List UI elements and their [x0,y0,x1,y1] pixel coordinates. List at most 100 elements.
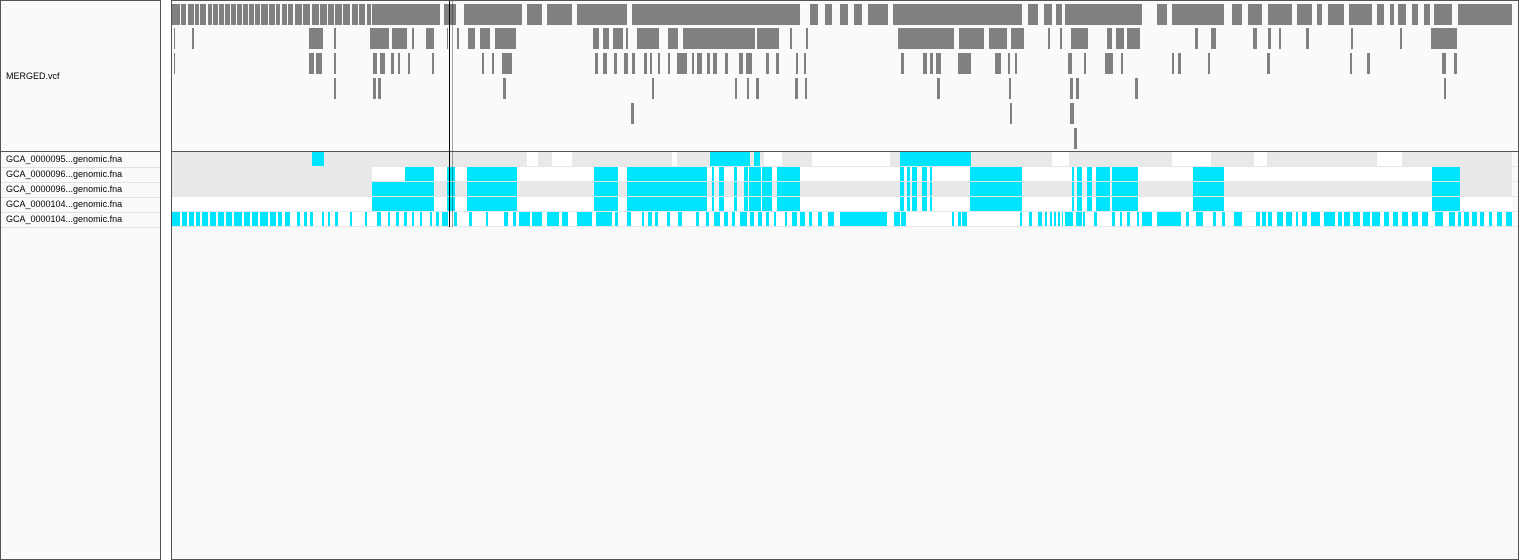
variant-bar[interactable] [766,53,769,74]
variant-bar[interactable] [426,28,434,49]
genotype-cell-alt[interactable] [335,212,338,226]
genotype-cell-alt[interactable] [1050,212,1052,226]
genotype-cell-alt[interactable] [1196,212,1203,226]
genotype-cell-alt[interactable] [1045,212,1047,226]
genotype-cell-alt[interactable] [1422,212,1428,226]
genotype-cell-alt[interactable] [828,212,834,226]
variant-bar[interactable] [282,4,287,25]
variant-bar[interactable] [804,53,806,74]
genotype-cell-alt[interactable] [1029,212,1032,226]
variant-bar[interactable] [668,28,678,49]
genotype-cell-alt[interactable] [922,182,927,196]
genotype-cell-alt[interactable] [644,197,697,211]
genotype-cell-alt[interactable] [766,212,769,226]
genotype-cell-alt[interactable] [1489,212,1492,226]
variant-bar[interactable] [312,4,319,25]
genotype-cell-alt[interactable] [1262,212,1266,226]
genotype-cell-alt[interactable] [1142,212,1152,226]
genotype-cell-alt[interactable] [596,212,612,226]
variant-bar[interactable] [937,78,940,99]
genotype-cell-alt[interactable] [1054,212,1056,226]
variant-bar[interactable] [309,53,314,74]
genotype-cell-alt[interactable] [777,167,800,181]
genotype-cell-alt[interactable] [260,212,268,226]
genotype-cell-alt[interactable] [627,212,631,226]
genotype-cell-alt[interactable] [1087,167,1092,181]
variant-bar[interactable] [958,53,971,74]
genotype-cell-alt[interactable] [1094,212,1097,226]
genotype-cell-alt[interactable] [1193,167,1224,181]
genotype-cell-alt[interactable] [678,212,682,226]
genotype-cell-alt[interactable] [285,212,290,226]
genotype-cell-alt[interactable] [1363,212,1370,226]
genotype-cell-alt[interactable] [420,212,422,226]
variant-bar[interactable] [936,53,941,74]
variant-bar[interactable] [930,53,933,74]
variant-bar[interactable] [747,78,749,99]
variant-bar[interactable] [577,4,627,25]
genotype-cell-alt[interactable] [1432,167,1460,181]
genotype-cell-alt[interactable] [719,182,724,196]
variant-bar[interactable] [527,4,542,25]
genotype-cell-alt[interactable] [1038,212,1042,226]
genotype-cell-alt[interactable] [1072,167,1074,181]
genotype-cell-alt[interactable] [1435,212,1443,226]
variant-bar[interactable] [1195,28,1198,49]
genotype-cell-alt[interactable] [1311,212,1320,226]
variant-bar[interactable] [1065,4,1142,25]
variant-bar[interactable] [1398,4,1406,25]
genotype-cell-alt[interactable] [930,197,932,211]
genotype-cell-alt[interactable] [1338,212,1342,226]
genotype-cell-alt[interactable] [350,212,352,226]
genotype-cell-alt[interactable] [1122,167,1138,181]
variant-bar[interactable] [796,53,798,74]
variant-bar[interactable] [632,4,800,25]
genotype-cell-alt[interactable] [900,167,904,181]
variant-bar[interactable] [790,28,792,49]
genotype-cell-alt[interactable] [594,167,618,181]
variant-bar[interactable] [1044,4,1052,25]
variant-bar[interactable] [1412,4,1418,25]
vcf-variant-track[interactable] [172,1,1518,151]
genotype-cell-alt[interactable] [900,197,904,211]
genotype-cell-alt[interactable] [710,152,750,166]
variant-bar[interactable] [631,103,634,124]
genotype-cell-alt[interactable] [1234,212,1242,226]
variant-bar[interactable] [1434,4,1452,25]
variant-bar[interactable] [503,78,506,99]
genotype-cell-alt[interactable] [532,212,542,226]
variant-bar[interactable] [328,4,334,25]
genotype-cell-alt[interactable] [900,182,904,196]
genotype-cell-alt[interactable] [785,212,787,226]
variant-bar[interactable] [1367,53,1370,74]
variant-bar[interactable] [1015,53,1017,74]
genotype-cell-alt[interactable] [648,212,652,226]
variant-bar[interactable] [1011,28,1024,49]
variant-bar[interactable] [725,53,728,74]
variant-bar[interactable] [1211,28,1216,49]
variant-bar[interactable] [1010,103,1012,124]
variant-bar[interactable] [810,4,818,25]
variant-bar[interactable] [334,53,336,74]
genotype-cell-alt[interactable] [252,212,258,226]
variant-bar[interactable] [757,28,779,49]
genotype-cell-alt[interactable] [594,182,618,196]
variant-bar[interactable] [464,4,522,25]
variant-bar[interactable] [1424,4,1430,25]
genotype-cell-alt[interactable] [1058,212,1060,226]
variant-bar[interactable] [447,28,448,49]
genotype-cell-alt[interactable] [1087,182,1092,196]
variant-bar[interactable] [1442,53,1446,74]
variant-bar[interactable] [1400,28,1402,49]
genotype-cell-alt[interactable] [712,197,714,211]
genotype-cell-alt[interactable] [777,182,800,196]
variant-bar[interactable] [1157,4,1167,25]
genotype-cell-alt[interactable] [454,212,457,226]
variant-bar[interactable] [776,53,779,74]
genotype-cell-alt[interactable] [1112,212,1115,226]
variant-bar[interactable] [276,4,280,25]
genotype-cell-alt[interactable] [477,197,517,211]
genotype-cell-alt[interactable] [754,152,760,166]
genotype-cell-alt[interactable] [627,167,644,181]
genotype-cell-alt[interactable] [1077,197,1082,211]
